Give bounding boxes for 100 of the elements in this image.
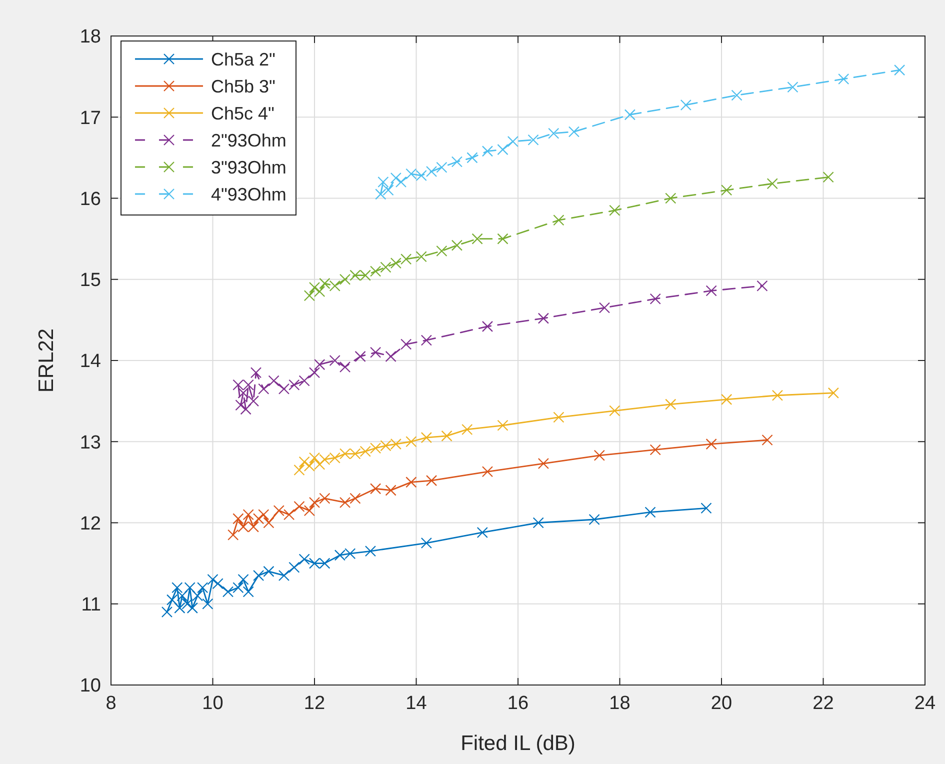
point bbox=[248, 396, 259, 407]
point bbox=[161, 606, 173, 618]
y-tick-label: 17 bbox=[80, 108, 101, 129]
point bbox=[553, 214, 564, 226]
point bbox=[482, 466, 494, 478]
point bbox=[390, 172, 402, 184]
y-tick-label: 14 bbox=[80, 351, 102, 372]
point bbox=[228, 529, 239, 540]
point bbox=[497, 420, 508, 431]
point bbox=[894, 64, 906, 76]
point bbox=[339, 496, 351, 508]
point bbox=[314, 286, 326, 298]
point bbox=[207, 574, 218, 586]
point bbox=[731, 90, 742, 101]
point bbox=[588, 514, 600, 526]
point bbox=[370, 346, 382, 358]
point bbox=[472, 233, 483, 244]
point bbox=[420, 334, 432, 346]
point bbox=[390, 258, 402, 269]
point bbox=[706, 285, 717, 296]
point bbox=[772, 390, 784, 401]
legend-label: 3"93Ohm bbox=[211, 157, 286, 178]
point bbox=[420, 537, 432, 549]
y-tick-label: 13 bbox=[80, 432, 101, 454]
x-axis-title: Fited IL (dB) bbox=[460, 732, 576, 755]
point bbox=[451, 156, 462, 168]
y-axis-title: ERL22 bbox=[35, 328, 58, 393]
point bbox=[532, 517, 544, 528]
x-tick-label: 10 bbox=[202, 693, 224, 714]
point bbox=[822, 172, 834, 183]
x-tick-label: 24 bbox=[914, 693, 936, 714]
x-tick-label: 8 bbox=[106, 693, 116, 714]
point bbox=[594, 450, 605, 461]
legend-label: 2"93Ohm bbox=[211, 130, 286, 150]
point bbox=[609, 204, 620, 216]
point bbox=[700, 502, 712, 514]
point bbox=[538, 458, 549, 470]
point bbox=[308, 496, 320, 508]
point bbox=[609, 405, 620, 416]
point bbox=[598, 302, 610, 314]
point bbox=[787, 82, 798, 93]
point bbox=[314, 359, 326, 370]
x-tick-label: 20 bbox=[710, 693, 732, 714]
point bbox=[308, 367, 320, 378]
point bbox=[304, 505, 315, 516]
point bbox=[212, 578, 224, 590]
point bbox=[385, 350, 396, 362]
point bbox=[451, 240, 462, 251]
x-tick-label: 22 bbox=[812, 693, 834, 714]
point bbox=[238, 574, 249, 586]
point bbox=[232, 513, 244, 524]
legend-label: Ch5b 3" bbox=[211, 76, 276, 96]
point bbox=[441, 430, 452, 442]
point bbox=[466, 152, 478, 164]
point bbox=[406, 436, 417, 448]
point bbox=[680, 99, 692, 111]
point bbox=[756, 280, 768, 292]
point bbox=[436, 162, 448, 173]
y-tick-label: 18 bbox=[80, 26, 101, 48]
point bbox=[721, 394, 732, 405]
point bbox=[294, 500, 305, 512]
point bbox=[568, 126, 580, 138]
point bbox=[406, 476, 417, 488]
point bbox=[420, 432, 432, 444]
legend-label: 4"93Ohm bbox=[211, 184, 286, 204]
point bbox=[263, 566, 274, 577]
point bbox=[706, 438, 717, 450]
point bbox=[258, 383, 270, 394]
point bbox=[828, 387, 839, 398]
y-tick-label: 15 bbox=[80, 270, 101, 292]
point bbox=[298, 456, 310, 468]
point bbox=[416, 251, 427, 262]
y-tick-label: 11 bbox=[81, 594, 101, 616]
x-tick-label: 12 bbox=[304, 693, 326, 714]
point bbox=[252, 513, 264, 524]
point bbox=[436, 245, 448, 257]
x-tick-label: 18 bbox=[609, 693, 630, 714]
point bbox=[250, 367, 262, 378]
y-tick-label: 12 bbox=[80, 513, 101, 534]
point bbox=[176, 590, 188, 602]
point bbox=[202, 598, 214, 610]
point bbox=[482, 320, 494, 332]
y-tick-label: 16 bbox=[80, 188, 101, 210]
point bbox=[278, 570, 290, 582]
point bbox=[426, 166, 438, 178]
point bbox=[553, 412, 564, 423]
point bbox=[644, 506, 656, 518]
point bbox=[370, 483, 382, 494]
point bbox=[721, 184, 732, 196]
point bbox=[222, 586, 234, 598]
point bbox=[462, 424, 473, 436]
legend-label: Ch5c 4" bbox=[211, 103, 274, 124]
point bbox=[350, 492, 361, 504]
point bbox=[339, 361, 351, 373]
point bbox=[273, 505, 284, 516]
point bbox=[766, 178, 778, 190]
point bbox=[354, 350, 366, 362]
point bbox=[268, 375, 280, 386]
point bbox=[650, 293, 661, 304]
point bbox=[192, 590, 204, 602]
